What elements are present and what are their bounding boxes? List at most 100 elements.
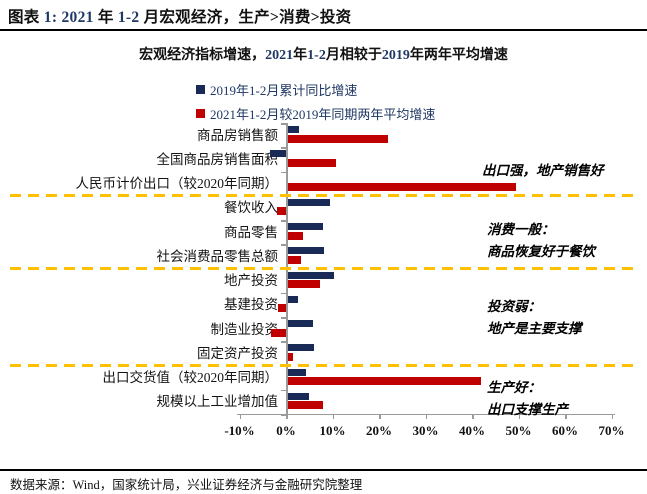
- bar-2021-series: [286, 401, 323, 410]
- x-axis-tick-labels: -10% 0% 10% 20% 30% 40% 50% 60% 70%: [0, 423, 647, 441]
- data-source-note: 数据来源：Wind，国家统计局，兴业证券经济与金融研究院整理: [10, 478, 363, 492]
- figure-caption: 图表 1: 2021 年 1-2 月宏观经济，生产>消费>投资: [8, 5, 351, 27]
- category-label: 商品零售: [224, 224, 278, 240]
- legend-item: 2021年1-2月较2019年同期两年平均增速: [196, 101, 435, 125]
- x-tick-label: 10%: [319, 423, 346, 438]
- x-axis-tick: [611, 415, 613, 419]
- legend-label: 2021年1-2月较2019年同期两年平均增速: [210, 106, 436, 122]
- y-axis-tick: [281, 341, 287, 343]
- y-axis-tick: [281, 147, 287, 149]
- y-axis-tick: [281, 317, 287, 319]
- chart-annotation: 投资弱： 地产是主要支撑: [487, 296, 582, 340]
- text-segment: 1: 2021: [43, 9, 94, 26]
- bar-2021-series: [286, 134, 389, 143]
- bar-2019-series: [286, 320, 313, 327]
- bar-2021-series: [276, 207, 286, 216]
- category-label: 制造业投资: [210, 321, 279, 337]
- x-tick-label: 50%: [505, 423, 532, 438]
- x-axis-tick: [286, 415, 288, 419]
- bar-2021-series: [286, 255, 301, 264]
- x-axis-tick: [425, 415, 427, 419]
- x-tick-label: 70%: [598, 423, 625, 438]
- category-label: 餐饮收入: [224, 200, 278, 216]
- category-label: 商品房销售额: [197, 127, 278, 143]
- bar-2021-series: [270, 328, 286, 337]
- bar-2019-series: [269, 150, 286, 158]
- x-axis-tick: [518, 415, 520, 419]
- annotation-line: 出口强，地产销售好: [482, 163, 604, 178]
- bar-2019-series: [286, 368, 306, 376]
- y-axis-tick: [281, 244, 287, 246]
- chart-title: 宏观经济指标增速，2021年1-2月相较于2019年两年平均增速: [0, 44, 647, 64]
- group-separator-dashed-line: [10, 267, 634, 270]
- footer-divider: [0, 469, 647, 471]
- bar-2021-series: [286, 183, 517, 191]
- bar-2021-series: [286, 352, 294, 361]
- category-label: 人民币计价出口（较2020年同期）: [75, 176, 279, 191]
- x-tick-label: 30%: [412, 423, 439, 438]
- text-segment: 宏观经济指标增速，: [139, 48, 266, 63]
- text-segment: 年: [293, 48, 308, 63]
- category-label: 固定资产投资: [197, 345, 278, 361]
- chart-annotation: 生产好： 出口支撑生产: [487, 377, 568, 421]
- header-divider: [0, 29, 647, 31]
- text-segment: 2021: [265, 48, 294, 63]
- bar-2019-series: [286, 295, 298, 303]
- text-segment: 年两年平均增速: [409, 48, 508, 63]
- bar-2019-series: [286, 198, 331, 206]
- category-label: 社会消费品零售总额: [156, 248, 279, 264]
- bar-2019-series: [286, 126, 300, 133]
- x-axis-tick: [239, 415, 241, 419]
- text-segment: 月宏观经济，生产>消费>投资: [139, 9, 352, 26]
- category-label: 地产投资: [224, 273, 278, 288]
- text-segment: 1-2: [307, 48, 326, 63]
- bar-2021-series: [286, 377, 482, 385]
- annotation-line: 地产是主要支撑: [487, 321, 582, 336]
- text-segment: 1-2: [117, 9, 140, 26]
- x-axis-tick: [379, 415, 381, 419]
- chart-annotation: 消费一般： 商品恢复好于餐饮: [487, 219, 595, 263]
- category-label: 全国商品房销售面积: [156, 151, 279, 167]
- text-segment: 2019: [381, 48, 410, 63]
- bar-2019-series: [286, 247, 325, 255]
- y-axis-tick: [281, 389, 287, 392]
- legend-label: 2019年1-2月累计同比增速: [210, 82, 358, 98]
- x-tick-label: 40%: [459, 423, 485, 438]
- bar-2021-series: [286, 231, 303, 240]
- legend-item: 2019年1-2月累计同比增速: [196, 77, 435, 101]
- x-tick-label: 60%: [552, 423, 578, 438]
- annotation-line: 生产好：: [487, 380, 541, 395]
- bar-2021-series: [286, 158, 337, 167]
- x-tick-label: -10%: [224, 423, 255, 438]
- annotation-line: 出口支撑生产: [487, 402, 568, 417]
- x-axis-tick: [472, 415, 474, 419]
- group-separator-dashed-line: [10, 194, 634, 198]
- bar-2019-series: [286, 271, 335, 279]
- category-label: 规模以上工业增加值: [156, 394, 279, 410]
- y-axis-tick: [281, 292, 287, 295]
- bar-2021-series: [286, 280, 321, 288]
- chart-legend: 2019年1-2月累计同比增速 2021年1-2月较2019年同期两年平均增速: [196, 77, 435, 125]
- group-separator-dashed-line: [10, 364, 634, 367]
- y-axis-tick: [281, 171, 287, 173]
- text-segment: 月相较于: [325, 48, 382, 63]
- bar-2019-series: [286, 344, 314, 352]
- bar-chart-plot-area: 商品房销售额全国商品房销售面积人民币计价出口（较2020年同期） 餐饮收入商品零售…: [0, 123, 647, 419]
- legend-swatch-icon: [196, 108, 205, 118]
- x-tick-label: 0%: [276, 423, 296, 438]
- x-axis-tick: [565, 415, 567, 419]
- annotation-line: 商品恢复好于餐饮: [487, 244, 595, 259]
- annotation-line: 消费一般：: [487, 222, 555, 237]
- legend-swatch-icon: [196, 84, 205, 94]
- text-segment: 图表: [8, 9, 44, 26]
- chart-annotation: 出口强，地产销售好: [482, 160, 604, 182]
- bar-2021-series: [278, 304, 286, 313]
- bar-2019-series: [286, 392, 310, 400]
- category-label: 基建投资: [224, 297, 278, 313]
- category-label: 出口交货值（较2020年同期）: [102, 370, 279, 385]
- y-axis-tick: [281, 220, 287, 222]
- x-axis-line: [236, 414, 615, 415]
- y-axis-tick: [281, 123, 287, 125]
- x-tick-label: 20%: [366, 423, 392, 438]
- text-segment: 年: [93, 9, 118, 26]
